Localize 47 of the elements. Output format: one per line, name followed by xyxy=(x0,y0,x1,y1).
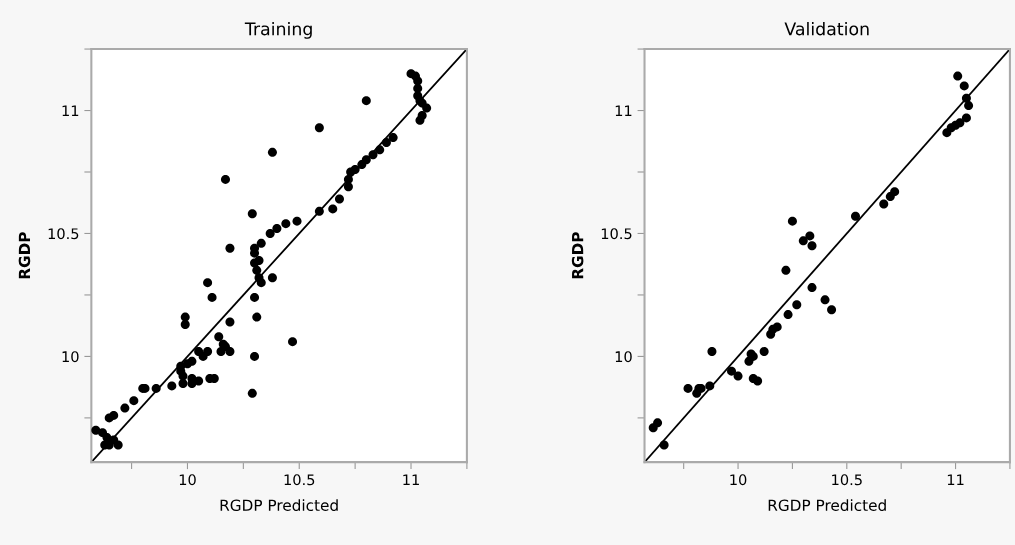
point xyxy=(683,383,693,393)
y-axis-title: RGDP xyxy=(571,232,584,279)
point xyxy=(961,113,971,123)
chart-title: Validation xyxy=(784,21,869,36)
point xyxy=(772,322,782,332)
point xyxy=(798,236,808,246)
y-tick-label: 11 xyxy=(62,105,79,117)
point xyxy=(807,283,817,293)
point xyxy=(659,440,669,450)
point xyxy=(851,211,860,221)
x-tick-label: 10 xyxy=(179,474,196,486)
y-tick-label: 10 xyxy=(62,351,79,363)
x-axis-title: RGDP Predicted xyxy=(220,499,338,512)
point xyxy=(953,71,963,81)
y-tick-label: 10 xyxy=(615,351,632,363)
x-tick-label: 11 xyxy=(947,474,964,486)
y-tick-label: 10.5 xyxy=(48,228,79,240)
point xyxy=(792,300,802,310)
point xyxy=(890,187,900,197)
point xyxy=(753,376,763,386)
x-tick-label: 10 xyxy=(730,474,747,486)
x-tick-label: 10.5 xyxy=(284,474,315,486)
y-tick-label: 11 xyxy=(615,105,632,117)
x-axis-title: RGDP Predicted xyxy=(768,499,886,512)
chart-title: Training xyxy=(244,21,312,39)
point xyxy=(759,347,769,357)
point xyxy=(733,371,743,381)
point xyxy=(820,295,830,305)
point xyxy=(827,305,837,315)
point xyxy=(879,199,889,209)
point xyxy=(787,216,797,226)
y-tick-label: 10.5 xyxy=(601,228,632,240)
point xyxy=(783,310,793,320)
point xyxy=(705,381,715,391)
point xyxy=(653,418,663,428)
x-tick-label: 11 xyxy=(403,474,419,486)
point xyxy=(781,265,791,275)
point xyxy=(707,347,717,357)
point xyxy=(961,93,971,103)
point xyxy=(805,231,815,241)
point xyxy=(959,81,969,91)
y-axis-title: RGDP xyxy=(18,232,31,279)
point xyxy=(807,241,817,251)
x-tick-label: 10.5 xyxy=(832,474,862,486)
point xyxy=(727,366,737,376)
point xyxy=(964,101,974,111)
point xyxy=(955,118,965,128)
